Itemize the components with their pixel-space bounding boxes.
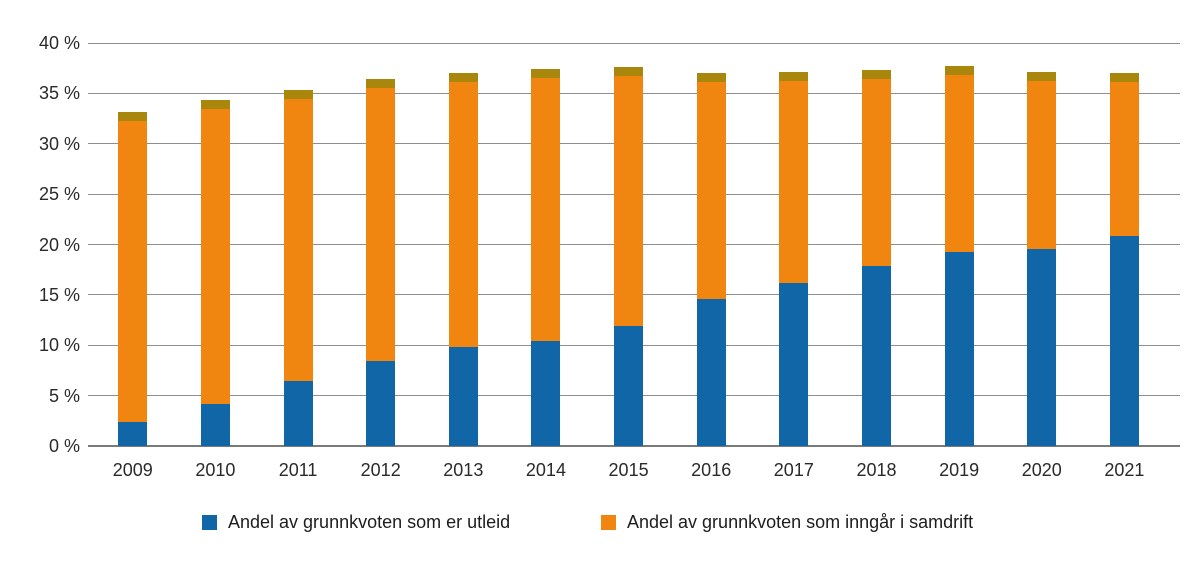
- bar-segment-utleid-2013: [448, 347, 478, 446]
- bar-segment-samdrift-2016: [696, 73, 726, 299]
- bar-segment-samdrift-2015: [614, 67, 644, 327]
- bar-segment-utleid-2019: [944, 251, 974, 446]
- legend-label: Andel av grunnkvoten som inngår i samdri…: [627, 512, 974, 532]
- y-axis-tick-label: 10 %: [38, 335, 80, 356]
- bar-group-2013: [448, 73, 478, 446]
- y-axis-tick-label: 25 %: [38, 184, 80, 205]
- bar-segment-utleid-2011: [283, 380, 313, 446]
- bar-segment-samdrift-2017: [779, 72, 809, 283]
- x-axis-tick-label: 2015: [608, 460, 649, 480]
- x-axis-tick-label: 2018: [856, 460, 897, 480]
- bar-segment-utleid-2016: [696, 298, 726, 446]
- y-axis-tick-label: 20 %: [38, 234, 80, 255]
- x-axis-tick-label: 2021: [1104, 460, 1145, 480]
- bar-group-2014: [531, 69, 561, 446]
- bar-group-2009: [118, 111, 148, 446]
- y-axis-tick-label: 40 %: [38, 33, 80, 53]
- bar-group-2015: [614, 67, 644, 446]
- bar-segment-utleid-2020: [1027, 248, 1057, 446]
- x-axis-tick-label: 2010: [195, 460, 236, 480]
- legend-swatch-icon: [202, 515, 217, 530]
- bar-segment-utleid-2012: [366, 361, 396, 446]
- x-axis-tick-label: 2016: [691, 460, 732, 480]
- y-axis-tick-label: 0 %: [48, 436, 80, 456]
- bar-segment-samdrift-2009: [118, 111, 148, 422]
- y-axis-tick-label: 15 %: [38, 284, 80, 305]
- legend-swatch-icon: [601, 515, 616, 530]
- bar-segment-samdrift-2021: [1109, 73, 1139, 237]
- x-axis-tick-label: 2011: [278, 460, 318, 480]
- bar-group-2016: [696, 73, 726, 446]
- legend-item-utleid: Andel av grunnkvoten som er utleid: [202, 512, 510, 533]
- bar-group-2010: [200, 100, 230, 446]
- x-axis-tick-label: 2009: [112, 460, 153, 480]
- bar-segment-samdrift-2020: [1027, 72, 1057, 249]
- bar-segment-samdrift-2019: [944, 66, 974, 252]
- bar-group-2017: [779, 72, 809, 446]
- x-axis-tick-label: 2014: [525, 460, 566, 480]
- bar-segment-utleid-2014: [531, 341, 561, 446]
- x-axis-tick-label: 2017: [773, 460, 814, 480]
- legend-label: Andel av grunnkvoten som er utleid: [228, 512, 511, 532]
- bar-segment-samdrift-2018: [861, 70, 891, 266]
- bar-group-2021: [1109, 73, 1139, 446]
- bar-group-2020: [1027, 72, 1057, 446]
- plot-area: [88, 42, 1180, 447]
- bar-segment-utleid-2021: [1109, 236, 1139, 446]
- x-axis-tick-label: 2020: [1021, 460, 1062, 480]
- bar-segment-samdrift-2011: [283, 90, 313, 381]
- bar-group-2012: [366, 79, 396, 446]
- gridline: [88, 42, 1180, 44]
- bar-segment-utleid-2010: [200, 403, 230, 446]
- legend: Andel av grunnkvoten som er utleid Andel …: [0, 512, 1200, 536]
- x-axis-baseline: [88, 445, 1180, 447]
- bar-segment-utleid-2015: [614, 326, 644, 446]
- bar-segment-samdrift-2010: [200, 100, 230, 404]
- y-axis-tick-label: 35 %: [38, 83, 80, 104]
- bar-segment-samdrift-2014: [531, 69, 561, 342]
- bar-segment-utleid-2018: [861, 265, 891, 446]
- x-axis-tick-label: 2013: [443, 460, 484, 480]
- bar-group-2019: [944, 66, 974, 446]
- x-axis-tick-label: 2019: [939, 460, 980, 480]
- bar-segment-utleid-2017: [779, 282, 809, 446]
- bar-group-2018: [861, 70, 891, 446]
- legend-item-samdrift: Andel av grunnkvoten som inngår i samdri…: [601, 512, 973, 533]
- bar-group-2011: [283, 90, 313, 446]
- y-axis-tick-label: 5 %: [48, 385, 80, 406]
- bar-segment-samdrift-2012: [366, 79, 396, 362]
- y-axis-tick-label: 30 %: [38, 133, 80, 154]
- bar-segment-samdrift-2013: [448, 73, 478, 348]
- bar-segment-utleid-2009: [118, 421, 148, 446]
- x-axis-tick-label: 2012: [360, 460, 401, 480]
